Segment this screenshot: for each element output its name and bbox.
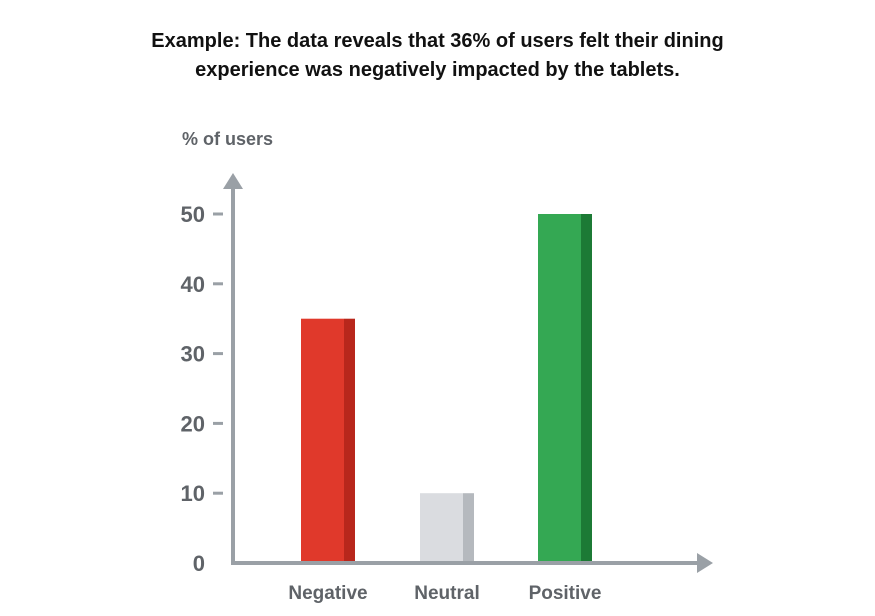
bar-face — [301, 318, 344, 561]
y-tick-label: 10 — [181, 481, 205, 506]
y-ticks: 0 10 20 30 40 50 — [181, 202, 223, 576]
y-tick-label: 40 — [181, 272, 205, 297]
y-axis-label: % of users — [182, 129, 273, 149]
x-category-label: Negative — [288, 583, 367, 604]
bar-positive — [538, 214, 592, 561]
chart-title-line-1: Example: The data reveals that 36% of us… — [151, 30, 724, 52]
y-axis-arrow — [223, 173, 243, 189]
chart-title: Example: The data reveals that 36% of us… — [0, 27, 875, 85]
y-tick-label: 0 — [193, 551, 205, 576]
chart-title-line-2: experience was negatively impacted by th… — [195, 59, 680, 81]
bar-side — [463, 493, 474, 561]
bar-side — [344, 318, 355, 561]
x-category-label: Positive — [529, 583, 602, 604]
bar-face — [420, 493, 463, 561]
bars — [301, 214, 592, 561]
category-labels: Negative Neutral Positive — [288, 583, 601, 604]
bar-side — [581, 214, 592, 561]
y-tick-label: 20 — [181, 411, 205, 436]
y-tick-label: 50 — [181, 202, 205, 227]
axes — [223, 173, 713, 573]
x-axis-arrow — [697, 553, 713, 573]
y-tick-label: 30 — [181, 342, 205, 367]
bar-negative — [301, 318, 355, 561]
x-category-label: Neutral — [414, 583, 479, 604]
bar-face — [538, 214, 581, 561]
bar-neutral — [420, 493, 474, 561]
